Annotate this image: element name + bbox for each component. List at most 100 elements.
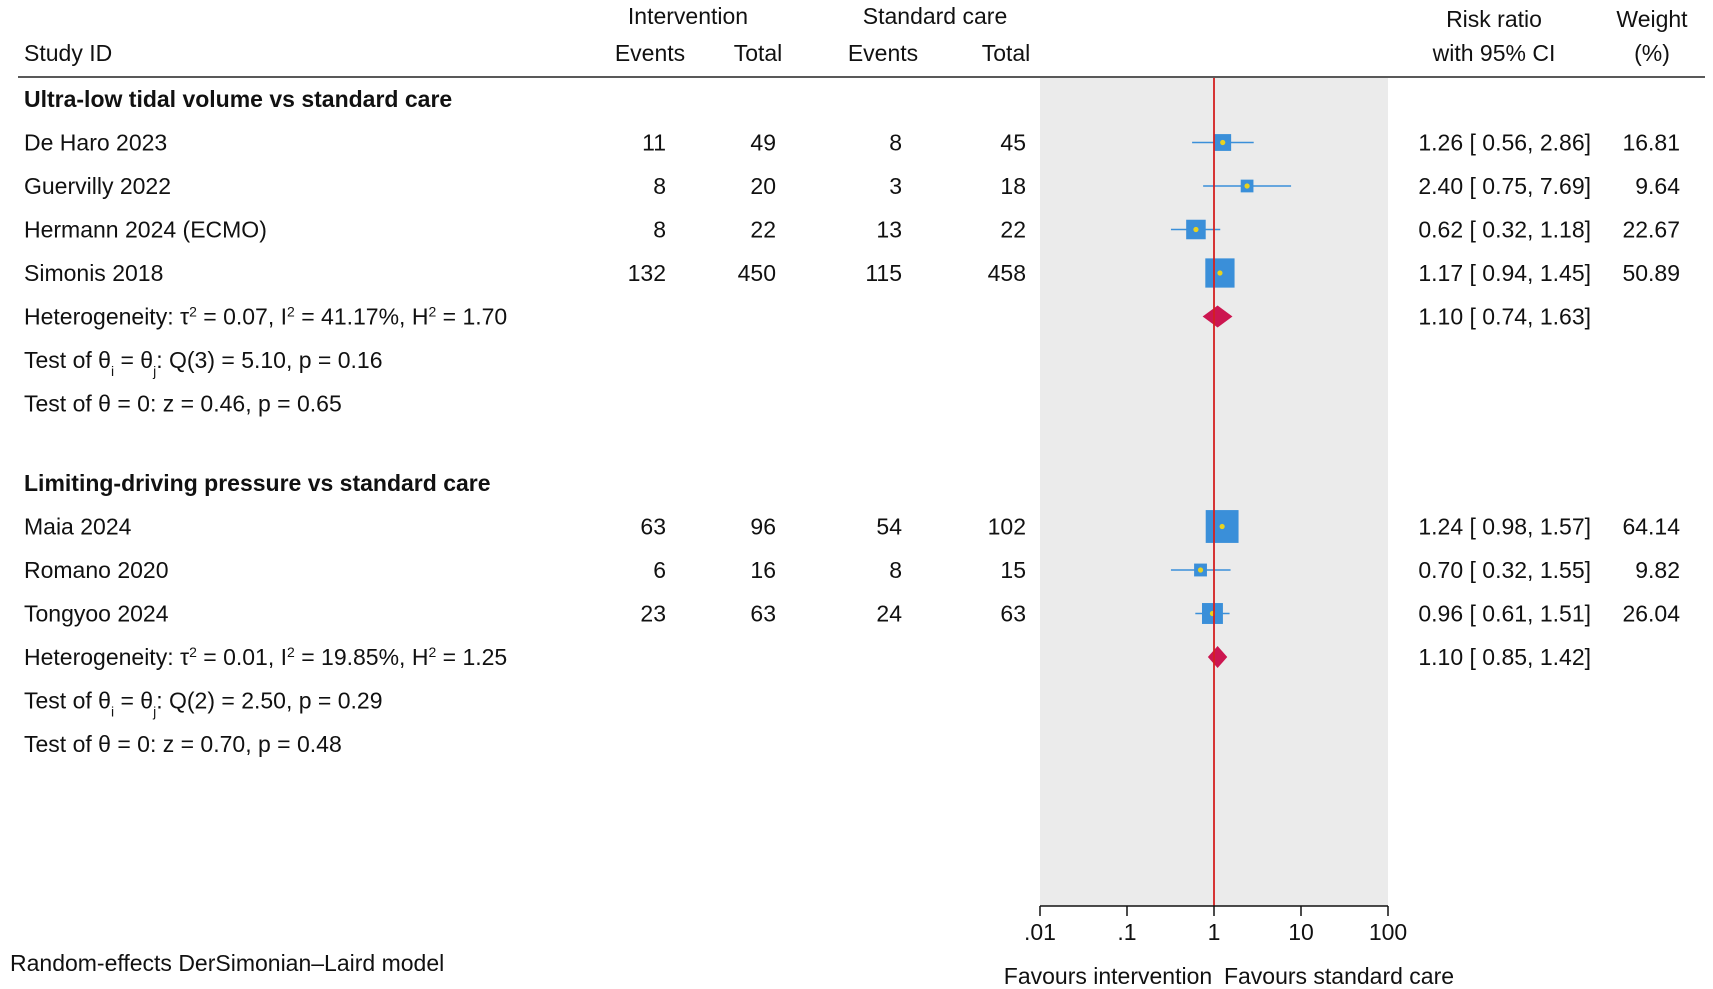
homogeneity-prefix: Test of θ — [24, 347, 111, 373]
superscript-2: 2 — [189, 644, 197, 660]
x-tick-label: 10 — [1288, 919, 1314, 945]
weight-value: 9.64 — [1635, 173, 1680, 199]
study-name: Maia 2024 — [24, 514, 132, 540]
standard-events: 54 — [876, 514, 902, 540]
pooled-risk-ratio-ci: 1.10 [ 0.85, 1.42] — [1418, 644, 1591, 670]
study-name: Guervilly 2022 — [24, 173, 171, 199]
homogeneity-result: : Q(2) = 2.50, p = 0.29 — [156, 688, 382, 714]
intervention-events: 6 — [653, 557, 666, 583]
study-name: De Haro 2023 — [24, 130, 167, 156]
intervention-events: 132 — [628, 260, 666, 286]
heterogeneity-label: Heterogeneity: — [24, 304, 180, 330]
standard-events: 24 — [876, 601, 902, 627]
forest-marks — [1170, 134, 1292, 668]
risk-ratio-ci: 1.24 [ 0.98, 1.57] — [1418, 514, 1591, 540]
intervention-events: 8 — [653, 217, 666, 243]
effect-test: Test of θ = 0: z = 0.70, p = 0.48 — [24, 731, 342, 757]
superscript-2: 2 — [428, 644, 436, 660]
weight-value: 26.04 — [1622, 601, 1680, 627]
forest-rows: Ultra-low tidal volume vs standard care D… — [24, 86, 1680, 757]
risk-ratio-ci: 0.70 [ 0.32, 1.55] — [1418, 557, 1591, 583]
tau2-value: = 0.01, I — [197, 644, 287, 670]
h2-value: = 1.70 — [436, 304, 507, 330]
intervention-events: 11 — [642, 130, 666, 156]
study-name: Tongyoo 2024 — [24, 601, 169, 627]
superscript-2: 2 — [287, 304, 295, 320]
intervention-total: 63 — [750, 601, 776, 627]
superscript-2: 2 — [189, 304, 197, 320]
standard-total: 45 — [1000, 130, 1026, 156]
subscript-i: i — [111, 363, 114, 379]
subgroup-title: Limiting-driving pressure vs standard ca… — [24, 470, 491, 496]
intervention-total: 450 — [738, 260, 776, 286]
i2-value: = 19.85%, H — [295, 644, 429, 670]
subscript-i: i — [111, 704, 114, 720]
standard-events: 115 — [865, 260, 902, 286]
header-weight-line1: Weight — [1616, 6, 1688, 32]
standard-total: 458 — [988, 260, 1026, 286]
header-std-events: Events — [848, 40, 918, 66]
x-tick-label: .01 — [1024, 919, 1056, 945]
standard-events: 3 — [889, 173, 902, 199]
tau-symbol: τ — [180, 304, 189, 330]
header-std-total: Total — [982, 40, 1031, 66]
intervention-total: 96 — [750, 514, 776, 540]
study-name: Romano 2020 — [24, 557, 169, 583]
pooled-diamond — [1202, 305, 1233, 328]
heterogeneity-label: Heterogeneity: — [24, 644, 180, 670]
standard-events: 13 — [876, 217, 902, 243]
header-int-events: Events — [615, 40, 685, 66]
intervention-total: 16 — [750, 557, 776, 583]
x-axis: .01 .1 1 10 100 — [1024, 905, 1407, 945]
risk-ratio-ci: 2.40 [ 0.75, 7.69] — [1418, 173, 1591, 199]
risk-ratio-ci: 1.17 [ 0.94, 1.45] — [1418, 260, 1591, 286]
study-marker-center — [1193, 226, 1199, 233]
superscript-2: 2 — [428, 304, 436, 320]
model-footnote: Random-effects DerSimonian–Laird model — [10, 950, 444, 976]
header-rr-line1: Risk ratio — [1446, 6, 1542, 32]
homogeneity-eq: = θ — [114, 347, 153, 373]
standard-events: 8 — [889, 557, 902, 583]
homogeneity-test: Test of θi = θj: Q(2) = 2.50, p = 0.29 — [24, 688, 383, 720]
intervention-events: 8 — [653, 173, 666, 199]
weight-value: 16.81 — [1622, 130, 1680, 156]
heterogeneity-stat: Heterogeneity: τ2 = 0.01, I2 = 19.85%, H… — [24, 644, 507, 670]
study-marker-center — [1244, 183, 1250, 189]
weight-value: 22.67 — [1622, 217, 1680, 243]
standard-total: 102 — [988, 514, 1026, 540]
weight-value: 64.14 — [1622, 514, 1680, 540]
x-tick-label: 1 — [1208, 919, 1221, 945]
x-tick-label: 100 — [1369, 919, 1407, 945]
study-name: Hermann 2024 (ECMO) — [24, 217, 267, 243]
subgroup-title: Ultra-low tidal volume vs standard care — [24, 86, 452, 112]
x-tick-label: .1 — [1117, 919, 1136, 945]
homogeneity-test: Test of θi = θj: Q(3) = 5.10, p = 0.16 — [24, 347, 383, 379]
header-study-id: Study ID — [24, 40, 112, 66]
pooled-diamond — [1207, 646, 1228, 668]
standard-total: 63 — [1000, 601, 1026, 627]
risk-ratio-ci: 0.62 [ 0.32, 1.18] — [1418, 217, 1591, 243]
favours-intervention-label: Favours intervention — [1004, 963, 1212, 989]
tau2-value: = 0.07, I — [197, 304, 287, 330]
header-weight-line2: (%) — [1634, 40, 1670, 66]
homogeneity-result: : Q(3) = 5.10, p = 0.16 — [156, 347, 382, 373]
standard-total: 18 — [1000, 173, 1026, 199]
header-standard-care: Standard care — [863, 3, 1007, 29]
study-name: Simonis 2018 — [24, 260, 163, 286]
study-marker-center — [1220, 139, 1226, 146]
risk-ratio-ci: 0.96 [ 0.61, 1.51] — [1418, 601, 1591, 627]
header-int-total: Total — [734, 40, 783, 66]
subscript-j: j — [152, 704, 156, 720]
intervention-events: 23 — [640, 601, 666, 627]
study-marker-center — [1197, 567, 1204, 573]
intervention-total: 20 — [750, 173, 776, 199]
superscript-2: 2 — [287, 644, 295, 660]
subscript-j: j — [152, 363, 156, 379]
homogeneity-eq: = θ — [114, 688, 153, 714]
standard-total: 15 — [1000, 557, 1026, 583]
intervention-events: 63 — [640, 514, 666, 540]
tau-symbol: τ — [180, 644, 189, 670]
standard-total: 22 — [1000, 217, 1026, 243]
standard-events: 8 — [889, 130, 902, 156]
